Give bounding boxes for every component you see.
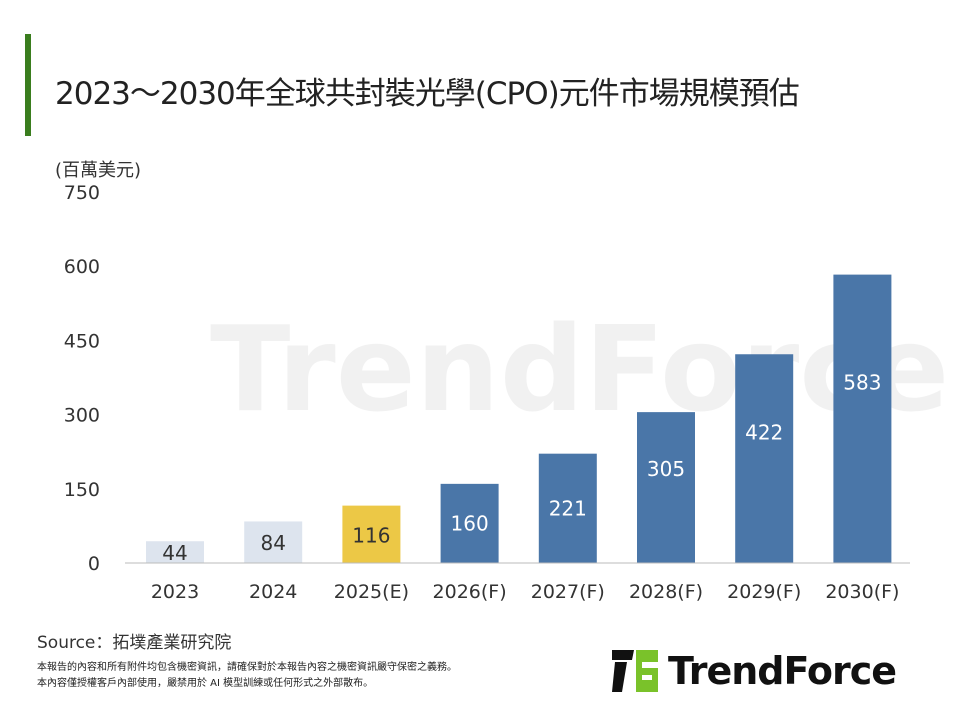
bar-2024 [244,521,303,563]
bar-2026(F) [440,483,499,563]
data-label: 44 [162,541,187,565]
bar-2028(F) [637,412,695,563]
y-tick-label: 300 [64,405,100,427]
data-label: 221 [549,496,587,520]
data-label: 116 [352,523,390,547]
trendforce-logo-icon [612,650,658,692]
y-tick-label: 600 [64,256,100,278]
x-tick-label: 2024 [249,581,297,603]
y-tick-label: 0 [88,553,100,575]
data-label: 305 [647,457,685,481]
x-tick-label: 2027(F) [531,581,605,603]
title-accent-bar [25,34,31,136]
bar-2029(F) [735,354,794,563]
y-axis-unit: (百萬美元) [55,160,142,181]
x-tick-label: 2023 [151,581,199,603]
bar-2030(F) [833,274,892,563]
y-tick-label: 750 [64,182,100,204]
data-label: 84 [260,531,285,555]
disclaimer-line-2: 本內容僅授權客戶內部使用，嚴禁用於 AI 模型訓練或任何形式之外部散布。 [37,678,374,689]
data-label: 160 [451,511,489,535]
source: Source：拓墣產業研究院 [37,633,232,653]
x-tick-label: 2026(F) [433,581,507,603]
data-label: 583 [843,370,881,394]
data-label: 422 [745,420,783,444]
y-tick-label: 150 [64,479,100,501]
x-tick-label: 2029(F) [727,581,801,603]
watermark: TrendForce [210,300,950,438]
x-tick-label: 2028(F) [629,581,703,603]
bar-2025(E) [342,505,401,563]
x-tick-label: 2030(F) [825,581,899,603]
logo-text: TrendForce [668,649,897,693]
chart-title: 2023～2030年全球共封裝光學(CPO)元件市場規模預估 [55,76,800,112]
y-tick-label: 450 [64,330,100,352]
x-tick-label: 2025(E) [334,581,409,603]
bar-2023 [146,541,204,563]
bar-chart: 0 150 300 450 600 750 44 2023 84 2024 116 2025(E) 16… [64,182,910,603]
disclaimer-line-1: 本報告的內容和所有附件均包含機密資訊，請確保對於本報告內容之機密資訊嚴守保密之義… [37,662,457,673]
trendforce-logo: TrendForce [612,648,897,694]
bar-2027(F) [538,453,597,563]
